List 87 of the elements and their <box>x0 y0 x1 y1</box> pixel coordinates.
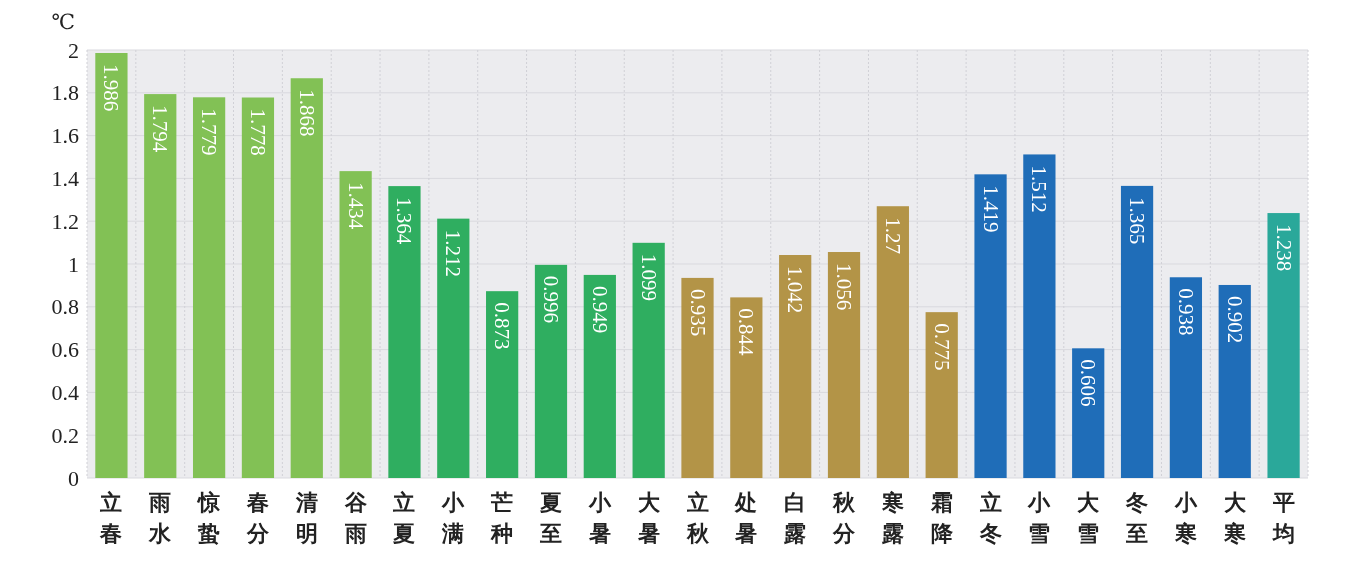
bar <box>1023 154 1056 478</box>
bar <box>339 171 372 478</box>
data-label: 0.996 <box>538 275 563 324</box>
bar <box>925 312 958 478</box>
data-label: 1.238 <box>1271 224 1296 272</box>
y-tick-label: 1.4 <box>51 165 79 191</box>
x-tick-label: 秋分 <box>832 489 857 546</box>
bar <box>534 264 568 478</box>
bar <box>144 94 177 478</box>
data-label: 1.779 <box>197 108 222 156</box>
x-tick-label: 平均 <box>1271 489 1295 546</box>
y-tick-label: 0.8 <box>51 294 79 320</box>
x-tick-label: 白露 <box>783 489 807 546</box>
bar <box>583 274 616 478</box>
data-label: 1.778 <box>245 108 270 156</box>
x-tick-label: 惊蛰 <box>196 489 221 546</box>
y-tick-label: 1.2 <box>51 208 79 234</box>
data-label: 1.365 <box>1125 196 1150 245</box>
x-tick-label: 小暑 <box>587 489 612 546</box>
data-label: 0.949 <box>587 285 612 334</box>
bar <box>827 252 861 478</box>
bar <box>388 186 421 478</box>
x-tick-label: 清明 <box>294 489 318 546</box>
y-tick-label: 1.8 <box>51 80 79 106</box>
data-label: 0.935 <box>685 288 710 337</box>
x-tick-label: 大暑 <box>636 489 661 546</box>
bar <box>95 53 128 478</box>
x-tick-label: 夏至 <box>538 489 562 546</box>
bar <box>1120 185 1154 478</box>
data-label: 0.873 <box>490 302 515 350</box>
x-tick-label: 小雪 <box>1027 489 1052 546</box>
data-label: 0.902 <box>1222 295 1247 344</box>
bar <box>1218 284 1251 478</box>
x-tick-label: 芒种 <box>490 489 514 546</box>
bar <box>192 97 226 478</box>
data-label: 1.512 <box>1027 165 1052 213</box>
data-label: 0.938 <box>1173 288 1198 336</box>
data-label: 1.364 <box>392 197 417 245</box>
data-label: 1.868 <box>294 89 319 137</box>
x-tick-label: 寒露 <box>880 489 904 546</box>
data-label: 1.099 <box>636 253 661 302</box>
data-label: 0.606 <box>1076 359 1101 407</box>
y-tick-label: 0.4 <box>51 379 79 405</box>
y-tick-label: 1 <box>68 251 79 277</box>
bar <box>730 297 763 478</box>
data-label: 1.27 <box>880 217 905 254</box>
x-tick-label: 立春 <box>99 489 123 546</box>
bar <box>681 277 714 478</box>
x-tick-label: 冬至 <box>1125 489 1149 546</box>
x-tick-label: 立冬 <box>978 489 1002 546</box>
bar <box>241 97 275 478</box>
data-label: 1.042 <box>783 266 808 314</box>
data-label: 0.775 <box>929 323 954 371</box>
bar <box>486 291 519 478</box>
x-tick-label: 立夏 <box>392 489 416 546</box>
y-axis-title: ℃ <box>51 10 75 34</box>
data-label: 0.844 <box>734 308 759 357</box>
x-tick-label: 小满 <box>441 489 466 546</box>
x-tick-label: 春分 <box>245 489 270 546</box>
x-tick-label: 霜降 <box>929 489 954 546</box>
bar <box>876 206 909 478</box>
data-label: 1.419 <box>978 185 1003 233</box>
y-tick-label: 1.6 <box>51 123 79 149</box>
bar <box>1267 213 1300 478</box>
data-label: 1.794 <box>148 105 173 153</box>
data-label: 1.056 <box>832 263 857 311</box>
data-label: 1.986 <box>99 64 124 112</box>
bar <box>437 218 470 478</box>
x-tick-label: 雨水 <box>148 489 173 546</box>
bar <box>779 255 812 478</box>
x-tick-label: 处暑 <box>734 489 758 546</box>
bar <box>1169 277 1203 478</box>
bar <box>632 242 665 478</box>
bar <box>974 174 1007 478</box>
x-tick-label: 谷雨 <box>343 489 367 546</box>
x-tick-label: 大寒 <box>1222 489 1247 546</box>
x-tick-label: 大雪 <box>1077 489 1101 546</box>
x-tick-label: 立秋 <box>685 489 710 546</box>
y-tick-label: 0 <box>68 465 79 491</box>
bar <box>290 78 323 478</box>
data-label: 1.434 <box>343 182 368 230</box>
y-tick-label: 0.2 <box>51 422 79 448</box>
y-tick-label: 0.6 <box>51 337 79 363</box>
y-tick-label: 2 <box>68 37 79 63</box>
x-tick-label: 小寒 <box>1173 489 1198 546</box>
bar <box>1072 348 1105 478</box>
data-label: 1.212 <box>441 229 466 277</box>
